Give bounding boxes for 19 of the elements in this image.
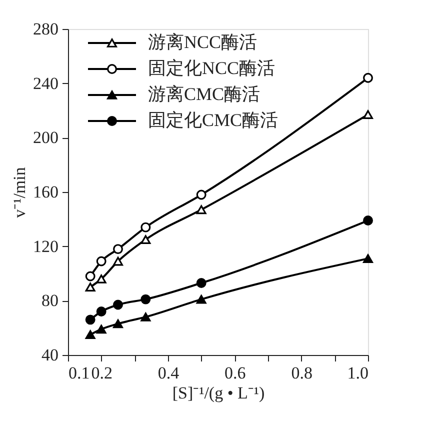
x-tick-label: 0.6 xyxy=(224,364,246,382)
x-tick-label: 0.4 xyxy=(158,364,180,382)
x-tick-label: 0.8 xyxy=(291,364,312,382)
legend-label: 游离CMC酶活 xyxy=(148,84,260,104)
x-tick-label: 0.1 xyxy=(68,364,90,382)
y-tick-label: 80 xyxy=(42,291,58,310)
y-tick-label: 160 xyxy=(33,182,58,202)
y-tick-label: 40 xyxy=(42,346,58,364)
legend-label: 固定化CMC酶活 xyxy=(148,110,278,130)
y-tick-label: 200 xyxy=(33,128,58,148)
y-tick-label: 280 xyxy=(33,20,58,38)
x-axis-title: [S]⁻¹/(g • L⁻¹) xyxy=(172,384,265,402)
legend-label: 游离NCC酶活 xyxy=(148,32,258,52)
y-tick-label: 120 xyxy=(33,236,58,256)
y-tick-label: 240 xyxy=(33,74,58,93)
x-tick-label: 0.2 xyxy=(91,364,112,382)
legend-label: 固定化NCC酶活 xyxy=(148,58,276,78)
y-axis-title: v⁻¹/min xyxy=(10,166,29,218)
x-tick-label: 1.0 xyxy=(347,364,368,382)
